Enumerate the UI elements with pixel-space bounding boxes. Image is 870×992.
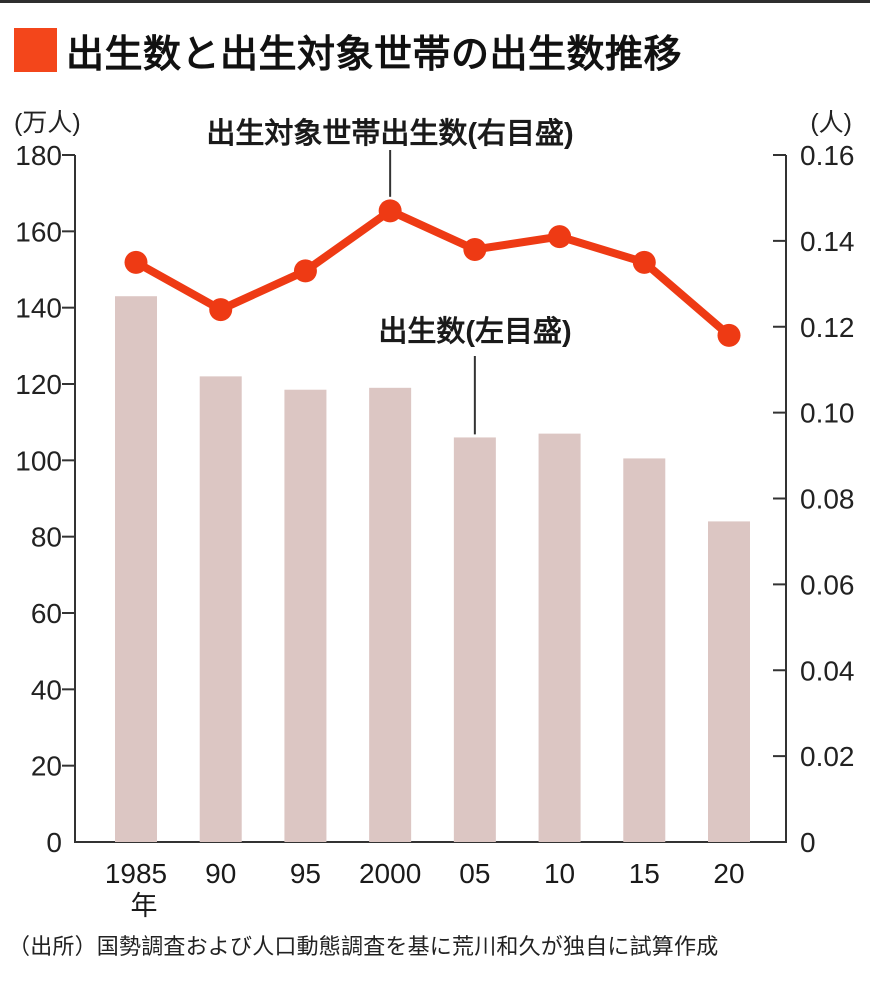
line-point-1985	[124, 250, 148, 274]
right-tick-label-0.02: 0.02	[800, 741, 855, 772]
line-point-10	[548, 225, 572, 249]
left-tick-label-60: 60	[31, 598, 62, 629]
left-tick-label-20: 20	[31, 751, 62, 782]
line-point-2000	[378, 199, 402, 223]
right-axis-unit-label: (人)	[810, 109, 852, 137]
left-tick-label-160: 160	[15, 216, 62, 247]
top-border	[0, 0, 870, 3]
right-tick-label-0.06: 0.06	[800, 569, 855, 600]
x-tick-label-95: 95	[290, 858, 321, 889]
bar-05	[453, 437, 496, 842]
line-series-annotation: 出生対象世帯出生数(右目盛)	[206, 118, 574, 150]
line-series-path	[132, 206, 733, 340]
bar-2000	[369, 387, 412, 842]
bar-95	[284, 389, 327, 842]
x-axis-year-suffix: 年	[131, 891, 158, 921]
right-tick-label-0.12: 0.12	[800, 312, 855, 343]
line-point-20	[717, 323, 741, 347]
left-tick-label-40: 40	[31, 674, 62, 705]
left-tick-label-180: 180	[15, 140, 62, 171]
line-point-05	[463, 237, 487, 261]
x-tick-label-1985: 1985	[105, 858, 167, 889]
left-tick-label-100: 100	[15, 445, 62, 476]
right-tick-label-0.10: 0.10	[800, 398, 855, 429]
right-tick-label-0.14: 0.14	[800, 226, 855, 257]
bar-10	[538, 433, 581, 842]
left-axis-unit-label: (万人)	[14, 109, 81, 137]
x-tick-label-2000: 2000	[359, 858, 421, 889]
left-tick-label-120: 120	[15, 369, 62, 400]
x-tick-label-10: 10	[544, 858, 575, 889]
x-tick-label-90: 90	[205, 858, 236, 889]
bar-series-annotation: 出生数(左目盛)	[378, 316, 572, 348]
title-accent-square	[14, 28, 57, 72]
left-tick-label-80: 80	[31, 522, 62, 553]
right-tick-label-0.16: 0.16	[800, 140, 855, 171]
left-tick-label-0: 0	[46, 827, 62, 858]
right-tick-label-0: 0	[800, 827, 816, 858]
bar-20	[708, 521, 750, 842]
x-tick-label-15: 15	[629, 858, 660, 889]
bar-90	[199, 376, 242, 842]
x-tick-label-05: 05	[459, 858, 490, 889]
right-tick-label-0.04: 0.04	[800, 655, 855, 686]
bar-15	[623, 458, 666, 842]
line-point-90	[209, 298, 233, 322]
left-tick-label-140: 140	[15, 293, 62, 324]
right-tick-label-0.08: 0.08	[800, 484, 855, 515]
bar-1985	[115, 296, 157, 842]
source-note: （出所）国勢調査および人口動態調査を基に荒川和久が独自に試算作成	[8, 934, 719, 959]
line-point-15	[632, 250, 656, 274]
chart-title: 出生数と出生対象世帯の出生数推移	[66, 33, 683, 76]
line-point-95	[293, 259, 317, 283]
x-tick-label-20: 20	[713, 858, 744, 889]
chart-header: 出生数と出生対象世帯の出生数推移	[14, 26, 682, 76]
